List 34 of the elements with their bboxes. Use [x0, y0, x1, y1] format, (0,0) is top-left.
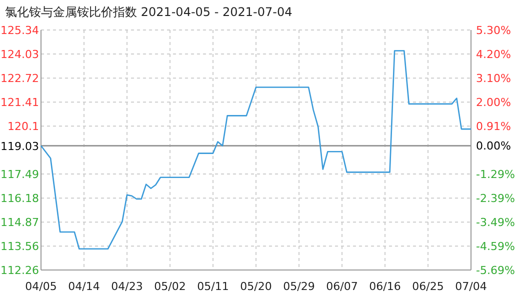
y-tick-label: 112.26 [0, 264, 39, 277]
y2-tick-label: -3.49% [476, 216, 515, 229]
y-tick-label: 125.34 [0, 24, 39, 37]
x-tick-label: 06/16 [369, 280, 401, 293]
y2-tick-label: 0.00% [476, 140, 511, 153]
y-tick-label: 116.18 [0, 192, 39, 206]
x-tick-label: 05/02 [154, 280, 186, 293]
x-tick-label: 04/14 [68, 280, 100, 293]
y2-tick-label: 4.20% [476, 48, 511, 62]
y2-tick-label: -5.69% [476, 264, 515, 277]
y2-tick-label: 0.91% [476, 120, 511, 133]
x-tick-label: 07/04 [455, 280, 487, 293]
y2-tick-label: -4.59% [476, 240, 515, 253]
x-tick-label: 05/29 [283, 280, 315, 293]
y2-tick-label: 3.10% [476, 72, 511, 86]
y-tick-label: 124.03 [0, 48, 39, 62]
x-tick-label: 04/23 [111, 280, 143, 293]
x-tick-label: 06/25 [412, 280, 444, 293]
x-tick-label: 05/11 [197, 280, 229, 293]
y2-tick-label: -1.29% [476, 168, 515, 181]
y-tick-label: 117.49 [0, 168, 39, 182]
x-tick-label: 06/07 [326, 280, 358, 293]
y-tick-label: 121.41 [0, 96, 39, 110]
x-tick-label: 05/20 [240, 280, 272, 293]
x-tick-label: 04/05 [25, 280, 57, 293]
y2-tick-label: 5.30% [476, 24, 511, 37]
y-tick-label: 113.56 [0, 240, 39, 254]
y2-tick-label: 2.00% [476, 96, 511, 110]
chart-title: 氯化铵与金属铵比价指数 2021-04-05 - 2021-07-04 [5, 5, 292, 19]
y-tick-label: 114.87 [0, 216, 39, 230]
y2-tick-label: -2.39% [476, 192, 515, 205]
y-tick-label: 119.03 [0, 140, 39, 153]
y-tick-label: 120.1 [8, 120, 39, 134]
y-tick-label: 122.72 [0, 72, 39, 86]
